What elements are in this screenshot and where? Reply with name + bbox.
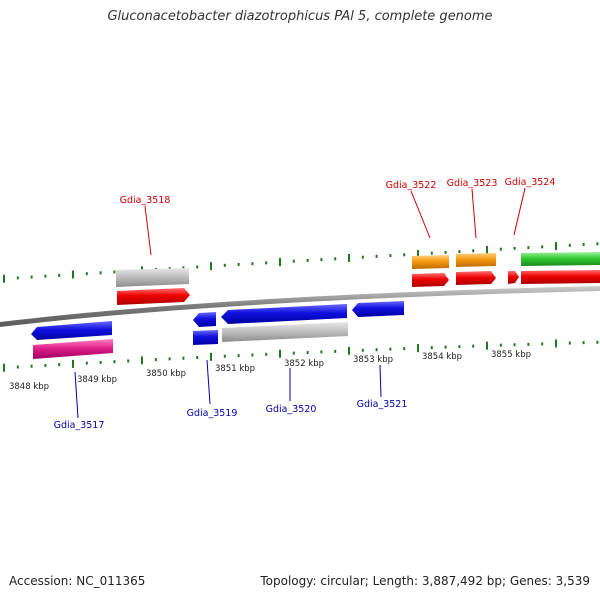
- topology-text: Topology: circular; Length: 3,887,492 bp…: [260, 574, 590, 588]
- gene-gdia-3517-magenta[interactable]: [33, 339, 113, 359]
- gene-gdia-3523-orange[interactable]: [456, 253, 496, 267]
- gene-gdia-3521-blue[interactable]: [352, 301, 404, 317]
- gene-label-gdia-3522[interactable]: Gdia_3522: [386, 180, 437, 191]
- axis-label-3850: 3850 kbp: [146, 369, 186, 379]
- leader-line-gdia-3522: [410, 190, 431, 239]
- accession-text: Accession: NC_011365: [9, 574, 146, 588]
- leader-line-gdia-3518: [144, 205, 152, 256]
- axis-label-3851: 3851 kbp: [215, 364, 255, 374]
- axis-label-3849: 3849 kbp: [77, 375, 117, 385]
- gene-gdia-3519-blue-b[interactable]: [193, 330, 218, 345]
- axis-label-3853: 3853 kbp: [353, 355, 393, 365]
- gene-gdia-3518-red[interactable]: [117, 288, 190, 305]
- leader-line-gdia-3524: [513, 187, 526, 236]
- leader-line-gdia-3521: [379, 364, 382, 398]
- gene-gdia-3524-red[interactable]: [521, 270, 600, 284]
- gene-gdia-3519-blue-a[interactable]: [193, 312, 216, 327]
- genome-backbone: [0, 286, 600, 327]
- axis-label-3848: 3848 kbp: [9, 382, 49, 392]
- gene-label-gdia-3520[interactable]: Gdia_3520: [266, 404, 317, 415]
- gene-gdia-3522-red[interactable]: [412, 273, 449, 287]
- gene-gdia-3520-grey[interactable]: [222, 322, 348, 342]
- axis-label-3852: 3852 kbp: [284, 359, 324, 369]
- axis-label-3854: 3854 kbp: [422, 352, 462, 362]
- map-title: Gluconacetobacter diazotrophicus PAl 5, …: [107, 9, 493, 24]
- gene-label-gdia-3517[interactable]: Gdia_3517: [54, 420, 105, 431]
- gene-label-gdia-3521[interactable]: Gdia_3521: [357, 399, 408, 410]
- gene-gdia-3523-red[interactable]: [456, 271, 496, 285]
- leader-line-gdia-3517: [74, 371, 79, 419]
- gene-label-gdia-3523[interactable]: Gdia_3523: [447, 178, 498, 189]
- inner-tick-track: [3, 339, 599, 372]
- gene-label-gdia-3524[interactable]: Gdia_3524: [505, 177, 556, 188]
- gene-gdia-3518-grey[interactable]: [116, 268, 189, 287]
- leader-line-gdia-3519: [206, 359, 211, 405]
- axis-label-3855: 3855 kbp: [491, 350, 531, 360]
- gene-gdia-3517-blue[interactable]: [31, 321, 112, 340]
- gene-gdia-3524-red-small[interactable]: [508, 271, 519, 284]
- gene-gdia-3522-orange[interactable]: [412, 255, 449, 269]
- leader-line-gdia-3523: [471, 188, 477, 239]
- gene-gdia-3524-green[interactable]: [521, 252, 600, 266]
- gene-label-gdia-3518[interactable]: Gdia_3518: [120, 195, 171, 206]
- gene-gdia-3520-blue[interactable]: [221, 304, 347, 324]
- gene-label-gdia-3519[interactable]: Gdia_3519: [187, 408, 238, 419]
